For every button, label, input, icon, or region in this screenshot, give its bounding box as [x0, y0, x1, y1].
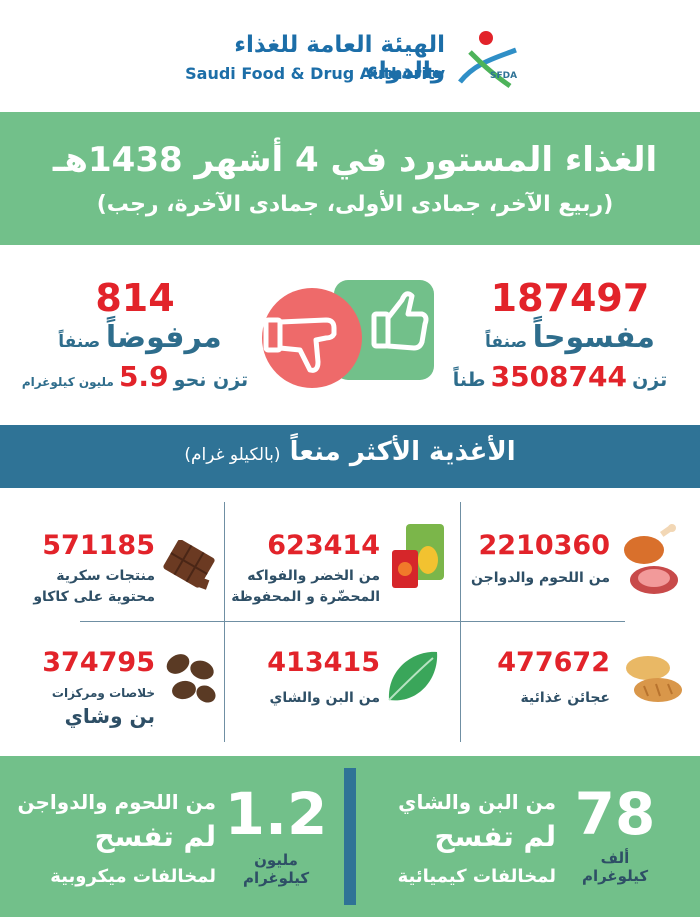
rejected-count: 814	[95, 276, 175, 320]
banned-label-coffee-1: خلاصات ومركزات	[51, 686, 155, 700]
thumb-up-icon	[371, 291, 429, 351]
banned-value-meat: 2210360	[478, 530, 610, 561]
rejected-weight-unit: مليون كيلوغرام	[21, 375, 114, 389]
grid-divider-v1	[224, 502, 225, 742]
banned-value-leaf: 413415	[267, 647, 380, 678]
coffee-beans-icon	[166, 654, 216, 703]
banned-label-canned-2: المحضّرة و المحفوظة	[231, 589, 380, 605]
chocolate-icon	[163, 540, 215, 590]
footer-left-line1: من اللحوم والدواجن	[17, 790, 217, 814]
rejected-label-prefix: صنفاً	[58, 332, 101, 352]
banned-value-bread: 477672	[497, 647, 610, 678]
footer-left-line3: لمخالفات ميكروبية	[50, 866, 216, 887]
rejected-weight-value: 5.9	[118, 360, 169, 393]
footer-divider	[344, 768, 356, 905]
banned-label-bread: عجائن غذائية	[520, 690, 610, 706]
banned-title-band	[0, 425, 700, 488]
grid-divider-h	[80, 621, 625, 622]
footer-right-line1: من البن والشاي	[398, 790, 556, 814]
approved-weight-unit: طناً	[452, 369, 486, 391]
rejected-label-main: مرفوضاً	[105, 320, 222, 355]
canned-fruit-icon	[392, 524, 444, 588]
footer-right-line3: لمخالفات كيميائية	[397, 866, 556, 887]
approved-weight-prefix: تزن	[632, 369, 668, 391]
banned-label-chocolate-1: منتجات سكرية	[56, 568, 155, 584]
approved-label: مفسوحاً صنفاً	[460, 320, 680, 355]
meat-icon	[624, 523, 678, 594]
banned-value-coffee: 374795	[42, 647, 155, 678]
footer-left-unit2: كيلوغرام	[242, 869, 310, 887]
banned-label-meat: من اللحوم والدواجن	[471, 570, 610, 586]
footer-left-line2: لم تفسح	[94, 820, 216, 853]
header: الهيئة العامة للغذاء والدواء Saudi Food …	[0, 0, 700, 112]
approved-weight: تزن 3508744 طناً	[440, 360, 680, 393]
grid-divider-v2	[460, 502, 461, 742]
org-name-english: Saudi Food & Drug Authority	[185, 64, 445, 83]
rejected-label: مرفوضاً صنفاً	[30, 320, 250, 355]
leaf-icon	[388, 651, 438, 701]
thumbs-icons	[262, 280, 434, 388]
footer-left-big: 1.2	[224, 780, 328, 848]
bread-icon	[626, 656, 682, 702]
banned-label-coffee-2: بن وشاي	[64, 704, 155, 728]
banned-label-chocolate-2: محتوية على كاكاو	[33, 589, 155, 605]
banned-title: الأغذية الأكثر منعاً (بالكيلو غرام)	[0, 437, 700, 467]
footer-right-unit1: ألف	[600, 849, 630, 867]
rejected-weight: تزن نحو 5.9 مليون كيلوغرام	[10, 360, 260, 393]
title-band	[0, 112, 700, 245]
banned-value-canned: 623414	[267, 530, 380, 561]
banned-grid	[0, 488, 700, 756]
footer-right-big: 78	[574, 780, 656, 848]
approved-weight-value: 3508744	[490, 360, 627, 393]
approved-count: 187497	[490, 276, 650, 320]
approved-label-prefix: صنفاً	[485, 332, 528, 352]
footer-right-unit2: كيلوغرام	[581, 867, 649, 885]
sfda-logo: SFDA	[458, 31, 517, 89]
main-title: الغذاء المستورد في 4 أشهر 1438هـ	[52, 140, 658, 180]
org-name-arabic: الهيئة العامة للغذاء والدواء	[234, 32, 445, 84]
banned-label-leaf: من البن والشاي	[269, 690, 380, 706]
sub-title: (ربيع الآخر، جمادى الأولى، جمادى الآخرة،…	[96, 192, 614, 217]
banned-value-chocolate: 571185	[42, 530, 155, 561]
logo-abbrev: SFDA	[490, 71, 517, 81]
banned-label-canned-1: من الخضر والفواكه	[247, 568, 380, 584]
footer-right-line2: لم تفسح	[434, 820, 556, 853]
rejected-weight-prefix: تزن نحو	[173, 369, 249, 391]
banned-title-sub: (بالكيلو غرام)	[184, 445, 281, 465]
thumb-down-bg	[262, 288, 362, 388]
banned-title-main: الأغذية الأكثر منعاً	[289, 437, 516, 467]
footer-left-unit1: مليون	[254, 851, 298, 869]
thumb-down-icon	[263, 317, 337, 373]
approved-label-main: مفسوحاً	[532, 320, 655, 355]
